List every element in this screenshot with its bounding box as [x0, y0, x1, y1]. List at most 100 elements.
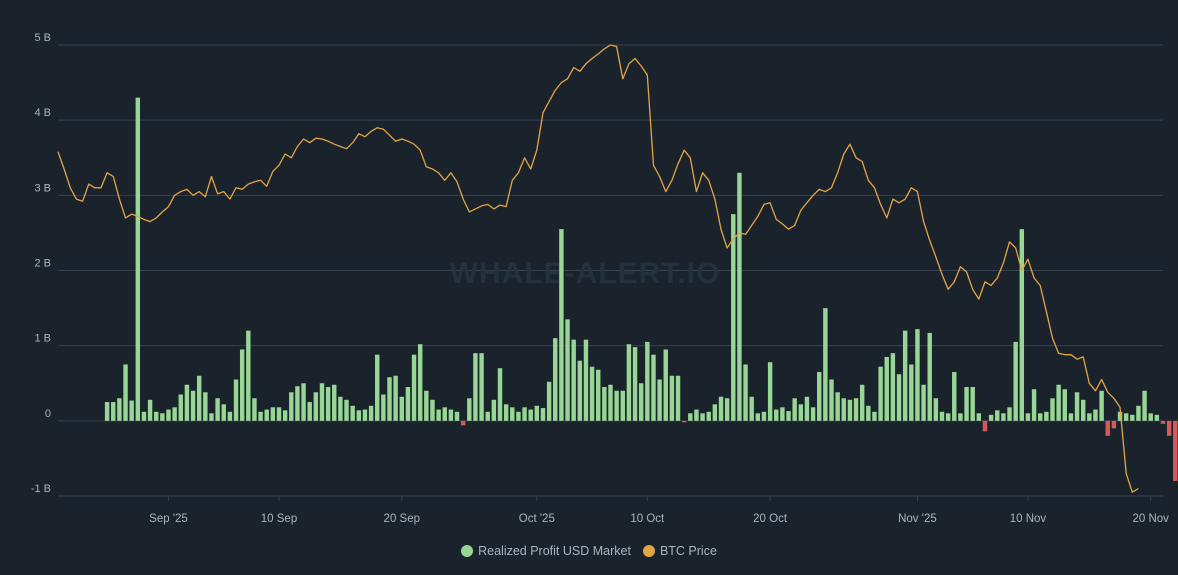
x-tick-label: 20 Sep [384, 513, 420, 525]
profit-bar [1154, 414, 1160, 421]
profit-bar [460, 420, 466, 426]
legend: Realized Profit USD Market BTC Price [0, 540, 1178, 562]
y-tick-label: 4 B [34, 107, 51, 119]
profit-bar [436, 409, 441, 421]
legend-item-realized-profit[interactable]: Realized Profit USD Market [461, 544, 631, 558]
profit-bar [859, 384, 865, 421]
profit-bar [252, 398, 257, 421]
profit-bar [798, 404, 804, 421]
profit-bar [473, 353, 478, 421]
profit-bar [135, 97, 141, 421]
profit-bar [706, 411, 711, 421]
profit-bar [1013, 341, 1018, 421]
profit-bar [620, 390, 625, 421]
profit-bar [491, 399, 497, 421]
x-tick-label: 20 Oct [753, 513, 788, 525]
profit-bar [233, 379, 239, 421]
profit-bar [516, 411, 521, 421]
profit-bar [227, 411, 233, 421]
profit-bar [712, 404, 718, 421]
x-tick-label: Nov '25 [898, 513, 937, 525]
profit-bar [258, 411, 263, 421]
profit-bar [1001, 413, 1006, 421]
profit-bar [239, 349, 245, 421]
profit-bars [104, 97, 1178, 481]
profit-bar [1130, 414, 1135, 421]
profit-bar [147, 399, 153, 421]
profit-bar [528, 409, 533, 421]
legend-label-btc-price: BTC Price [659, 544, 717, 558]
profit-bar [1148, 413, 1153, 421]
profit-bar [546, 381, 552, 421]
profit-bar [1031, 389, 1037, 421]
profit-bar [276, 407, 282, 421]
profit-bar [718, 396, 724, 421]
profit-bar [313, 392, 319, 421]
profit-bar [1105, 420, 1110, 436]
profit-bar [657, 379, 662, 421]
legend-item-btc-price[interactable]: BTC Price [642, 544, 717, 558]
x-tick-label: 10 Sep [261, 513, 297, 525]
btc-price-polyline [57, 44, 1139, 493]
profit-bar [264, 409, 269, 421]
profit-bar [411, 354, 417, 421]
profit-bar [503, 404, 509, 421]
profit-bar [368, 405, 374, 421]
profit-bar [289, 392, 294, 421]
profit-bar [246, 330, 251, 421]
profit-bar [467, 398, 472, 421]
profit-bar [786, 411, 791, 421]
profit-bar [307, 402, 312, 421]
profit-bar [767, 362, 773, 421]
profit-bar [774, 409, 779, 421]
profit-bar [970, 387, 975, 421]
profit-bar [1062, 389, 1067, 421]
profit-bar [393, 375, 398, 421]
profit-bar [749, 396, 754, 421]
profit-bar [154, 411, 159, 421]
profit-bar [190, 390, 196, 421]
profit-bar [522, 407, 527, 421]
y-axis-labels: -1 B 0 1 B 2 B 3 B 4 B 5 B [31, 32, 51, 495]
profit-bar [510, 407, 515, 421]
profit-bar [608, 384, 613, 421]
y-tick-label: 1 B [34, 333, 51, 345]
profit-bar [921, 384, 926, 421]
profit-bar [209, 413, 214, 421]
profit-bar [645, 341, 650, 421]
profit-bar [1111, 420, 1117, 429]
profit-bar [184, 384, 190, 421]
profit-bar [755, 413, 761, 421]
profit-bar [497, 368, 503, 421]
profit-bar [534, 405, 540, 421]
profit-bar [381, 394, 386, 421]
profit-bar [577, 360, 583, 421]
profit-bar [215, 398, 220, 421]
profit-bar [596, 369, 601, 421]
profit-bar [780, 407, 785, 421]
profit-bar [1123, 413, 1129, 421]
profit-bar [356, 410, 362, 421]
profit-bar [178, 394, 183, 421]
profit-bar [835, 392, 840, 421]
profit-bar [362, 409, 368, 421]
profit-bar [405, 387, 411, 421]
profit-bar [454, 411, 460, 421]
profit-bar [651, 354, 656, 421]
profit-bar [123, 364, 128, 421]
x-tick-label: Oct '25 [519, 513, 555, 525]
profit-bar [589, 366, 595, 421]
profit-bar [338, 396, 343, 421]
profit-bar [945, 413, 951, 421]
profit-bar [344, 399, 349, 421]
profit-bar [583, 339, 589, 421]
profit-bar [1136, 405, 1141, 421]
profit-bar [1068, 413, 1074, 421]
profit-bar [804, 396, 810, 421]
profit-bar [571, 339, 576, 421]
profit-bar [632, 347, 638, 421]
profit-bar [160, 413, 165, 421]
profit-bar [295, 386, 300, 421]
